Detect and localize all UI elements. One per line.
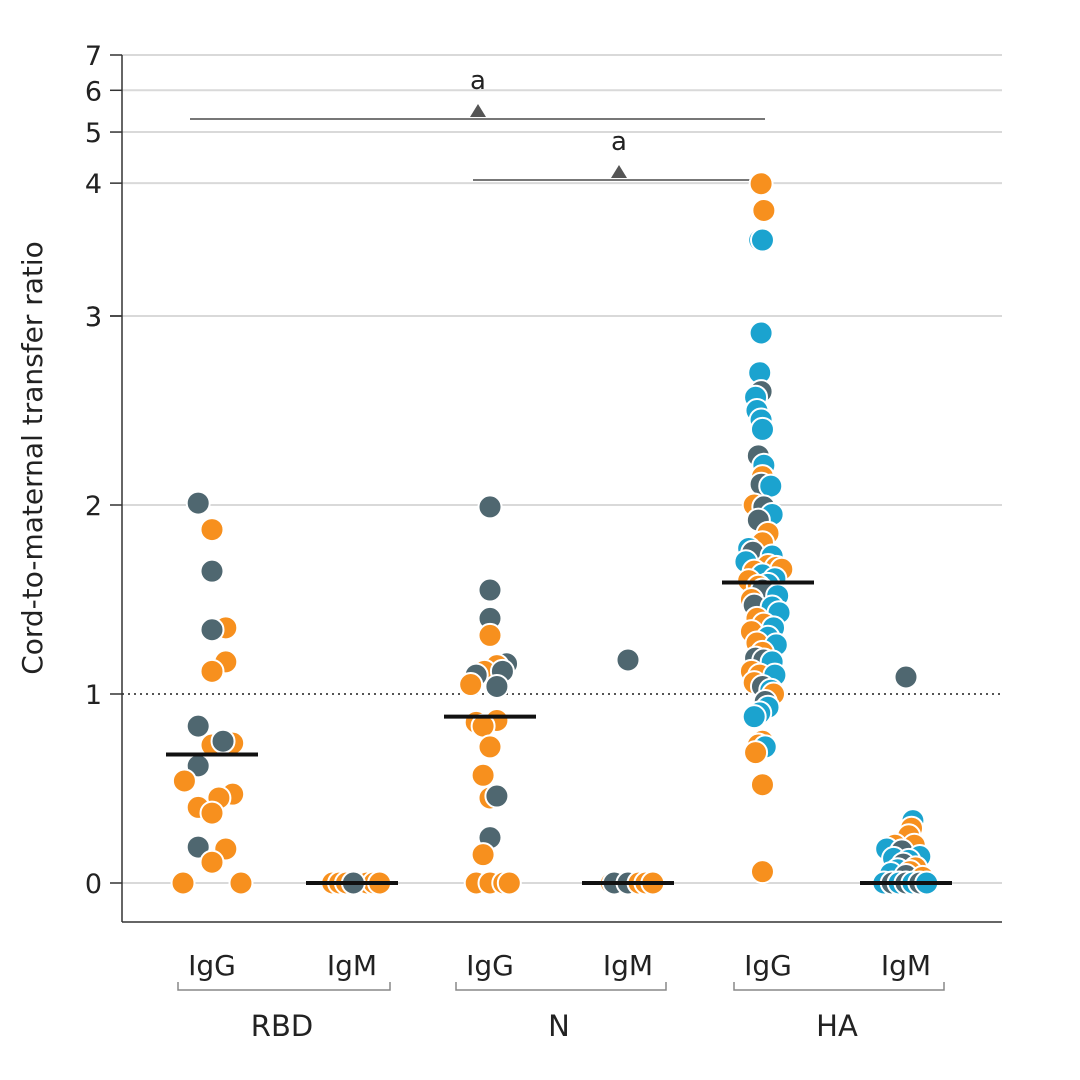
group-bracket [455,982,667,991]
category-label: IgG [188,949,236,982]
data-point [199,517,225,543]
data-point [171,768,197,794]
y-tick-label: 5 [85,118,102,149]
data-point [496,870,522,896]
category-label: IgM [881,949,931,982]
data-point [749,772,775,798]
data-point [749,859,775,885]
y-tick-label: 6 [85,76,102,107]
data-point [470,842,496,868]
data-point [484,673,510,699]
y-tick-label: 1 [85,680,102,711]
category-label: IgM [327,949,377,982]
data-point [484,783,510,809]
group-label: HA [816,1009,858,1043]
data-point [751,197,777,223]
data-point [477,734,503,760]
significance-label: a [611,127,627,157]
data-point [748,171,774,197]
data-point [199,617,225,643]
data-point [199,658,225,684]
data-point [199,800,225,826]
category-label: IgG [466,949,514,982]
data-point [199,849,225,875]
y-tick-label: 7 [85,41,102,72]
data-point [758,473,784,499]
data-point [893,664,919,690]
data-point [477,622,503,648]
x-axis-labels: IgG IgM RBD IgG IgM N IgG IgM HA [177,949,945,1043]
category-label: IgG [744,949,792,982]
y-tick-label: 4 [85,169,102,200]
category-label: IgM [603,949,653,982]
group-label: N [548,1009,570,1043]
data-point [470,762,496,788]
data-point [748,320,774,346]
data-point [743,740,769,766]
data-point [185,713,211,739]
data-point [185,490,211,516]
data-point [477,577,503,603]
group-bracket [733,982,945,991]
grid-lines [122,54,1002,884]
data-point [458,672,484,698]
significance-brackets: aa [190,66,765,181]
data-point [170,870,196,896]
y-axis-title: Cord-to-maternal transfer ratio [16,241,49,675]
data-point [615,647,641,673]
median-lines [166,580,952,885]
data-point [749,227,775,253]
data-point [199,558,225,584]
y-tick-label: 0 [85,869,102,900]
data-point [749,416,775,442]
data-point [741,704,767,730]
y-tick-label: 3 [85,302,102,333]
significance-marker [611,165,627,178]
y-tick-label: 3 [85,302,102,333]
group-label: RBD [251,1009,313,1043]
significance-marker [470,104,486,117]
y-tick-label: 2 [85,491,102,522]
group-bracket [177,982,391,991]
significance-label: a [470,66,486,96]
data-points [170,171,940,896]
data-point [210,728,236,754]
data-point [477,494,503,520]
data-point [228,870,254,896]
